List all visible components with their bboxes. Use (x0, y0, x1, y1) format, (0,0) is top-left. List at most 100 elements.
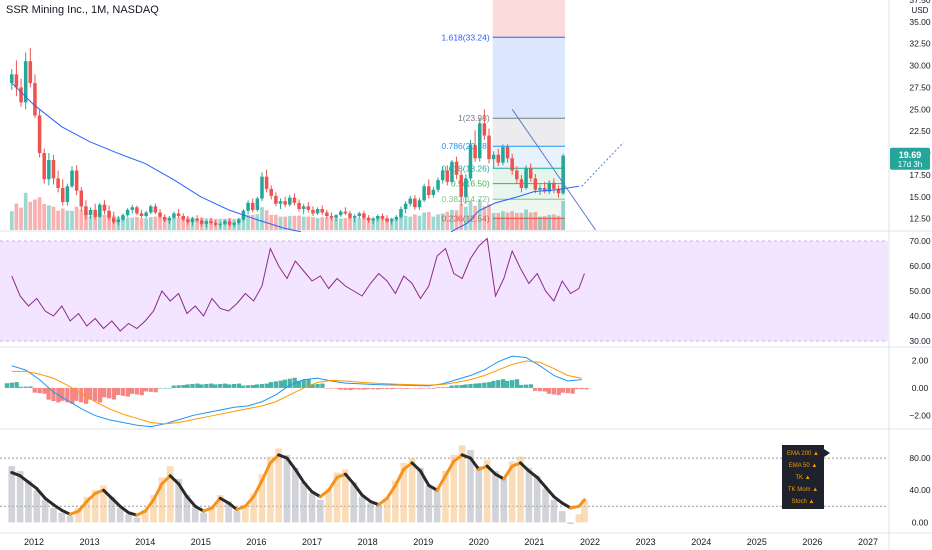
volume-bar (315, 217, 320, 230)
macd-histogram-bar (213, 384, 218, 388)
time-axis-label: 2021 (524, 537, 544, 547)
macd-histogram-bar (28, 386, 33, 388)
macd-histogram-bar (551, 387, 557, 395)
stoch-bar (367, 503, 374, 523)
fib-zone-0382 (492, 199, 565, 219)
time-axis-label: 2022 (580, 537, 600, 547)
macd-histogram-bar (74, 387, 79, 401)
candle-body (352, 216, 357, 218)
macd-histogram-bar (37, 387, 42, 394)
macd-histogram-bar (115, 387, 121, 395)
macd-histogram-bar (139, 387, 144, 396)
volume-bar (450, 209, 454, 230)
stoch-ribbon-segment (118, 504, 131, 515)
candle-body (158, 212, 162, 217)
last-price-badge (890, 147, 930, 170)
stoch-ribbon-segment (452, 453, 464, 463)
macd-histogram-bar (496, 380, 501, 388)
candle-body (167, 217, 172, 221)
fib-label-0.236: 0.236(12.54) (442, 213, 490, 223)
stoch-ribbon-segment (260, 461, 272, 483)
macd-histogram-bar (278, 380, 283, 388)
candle-body (306, 206, 311, 210)
candle-body (227, 221, 232, 225)
candle-body (111, 217, 116, 223)
stoch-bar (216, 495, 224, 523)
rsi-band (0, 241, 888, 341)
macd-histogram-bar (167, 387, 172, 389)
macd-histogram-bar (352, 387, 357, 390)
volume-bar (445, 211, 450, 230)
volume-bar (70, 210, 74, 230)
volume-bar (33, 199, 37, 230)
macd-histogram-bar (32, 387, 37, 393)
candle-body (181, 216, 185, 220)
rsi-tick-label: 70.00 (909, 236, 931, 246)
volume-bar (473, 205, 477, 230)
volume-bar (51, 206, 56, 230)
candle-body (454, 161, 459, 175)
volume-bar (246, 214, 250, 230)
candle-body (162, 216, 167, 221)
macd-histogram-bar (343, 387, 348, 390)
candle-body (70, 170, 74, 187)
candle-body (473, 145, 477, 159)
volume-bar (413, 214, 417, 230)
candle-body (65, 186, 70, 203)
volume-bar (459, 204, 464, 230)
candle-body (56, 178, 60, 189)
volume-bar (162, 217, 167, 230)
candle-body (186, 219, 190, 223)
candle-body (33, 83, 37, 116)
stoch-ribbon-segment (135, 509, 147, 517)
candle-body (496, 154, 501, 163)
stoch-legend-item: EMA 50 ▲ (789, 463, 818, 469)
stoch-bar (581, 499, 588, 523)
price-tick-label: 15.00 (909, 192, 931, 202)
stoch-bar (275, 448, 282, 523)
stoch-bar (308, 493, 316, 523)
volume-bar (255, 214, 260, 230)
candle-body (23, 61, 28, 103)
macd-histogram-bar (218, 383, 223, 388)
stoch-ribbon-segment (302, 480, 314, 494)
volume-bar (426, 212, 431, 230)
time-axis-label: 2024 (691, 537, 711, 547)
rsi-tick-label: 40.00 (909, 311, 931, 321)
time-axis-label: 2012 (24, 537, 44, 547)
macd-histogram-bar (176, 385, 181, 388)
candle-body (510, 158, 514, 171)
macd-histogram-bar (134, 387, 140, 395)
volume-bar (357, 218, 362, 230)
stoch-bar (325, 488, 333, 523)
stoch-bar (517, 456, 524, 523)
macd-histogram-bar (125, 387, 130, 397)
macd-histogram-bar (296, 380, 301, 388)
macd-histogram-bar (185, 384, 190, 388)
volume-bar (264, 210, 269, 230)
macd-histogram-bar (250, 385, 256, 388)
rsi-tick-label: 60.00 (909, 261, 931, 271)
candle-body (144, 212, 148, 217)
macd-histogram-bar (380, 387, 385, 389)
volume-bar (148, 217, 153, 230)
volume-bar (172, 217, 176, 230)
currency-label: USD (912, 6, 929, 15)
time-axis-label: 2013 (80, 537, 100, 547)
macd-histogram-bar (514, 379, 520, 388)
stoch-bar (125, 514, 132, 523)
stoch-bar (467, 450, 474, 523)
candle-body (199, 220, 204, 224)
candle-body (533, 178, 538, 190)
stoch-bar (442, 470, 449, 523)
macd-histogram-bar (357, 387, 362, 390)
volume-bar (491, 213, 496, 230)
candle-body (561, 155, 565, 194)
volume-bar (306, 216, 311, 230)
stoch-ribbon-segment (160, 474, 172, 486)
stoch-ribbon-segment (410, 461, 422, 473)
macd-histogram-bar (18, 386, 23, 388)
volume-bar (97, 214, 102, 230)
macd-histogram-bar (93, 387, 98, 402)
volume-bar (408, 216, 413, 230)
